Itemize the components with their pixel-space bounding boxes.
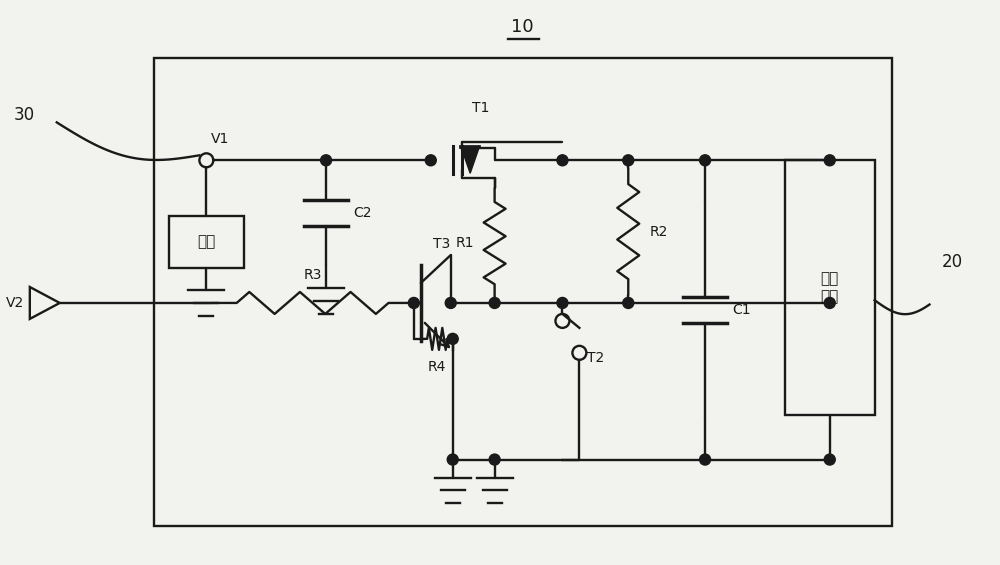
Bar [169,216,244,268]
Polygon shape [461,147,479,173]
Text: R4: R4 [428,360,446,374]
Circle shape [557,297,568,308]
Text: 10: 10 [511,18,534,36]
Text: V2: V2 [6,296,24,310]
Circle shape [623,155,634,166]
Text: T1: T1 [472,101,489,115]
Text: R3: R3 [303,268,322,282]
Text: V1: V1 [211,132,230,146]
Text: C1: C1 [732,303,751,317]
Text: 20: 20 [941,253,963,271]
Text: 主控
电路: 主控 电路 [821,271,839,304]
Text: C2: C2 [353,206,371,220]
Circle shape [623,297,634,308]
Circle shape [447,333,458,344]
Circle shape [445,297,456,308]
Text: 30: 30 [14,106,35,124]
Circle shape [489,297,500,308]
Bar [785,160,875,415]
Circle shape [489,454,500,465]
Circle shape [321,155,332,166]
Text: R2: R2 [649,225,668,238]
Circle shape [557,155,568,166]
Circle shape [700,454,711,465]
Circle shape [824,454,835,465]
Circle shape [700,155,711,166]
Circle shape [447,454,458,465]
Text: T2: T2 [587,351,605,365]
Text: R1: R1 [455,236,474,250]
Text: 电池: 电池 [197,234,215,250]
Text: T3: T3 [433,237,450,251]
Circle shape [824,155,835,166]
Circle shape [408,297,419,308]
Circle shape [824,297,835,308]
Bar [154,58,892,527]
Circle shape [425,155,436,166]
